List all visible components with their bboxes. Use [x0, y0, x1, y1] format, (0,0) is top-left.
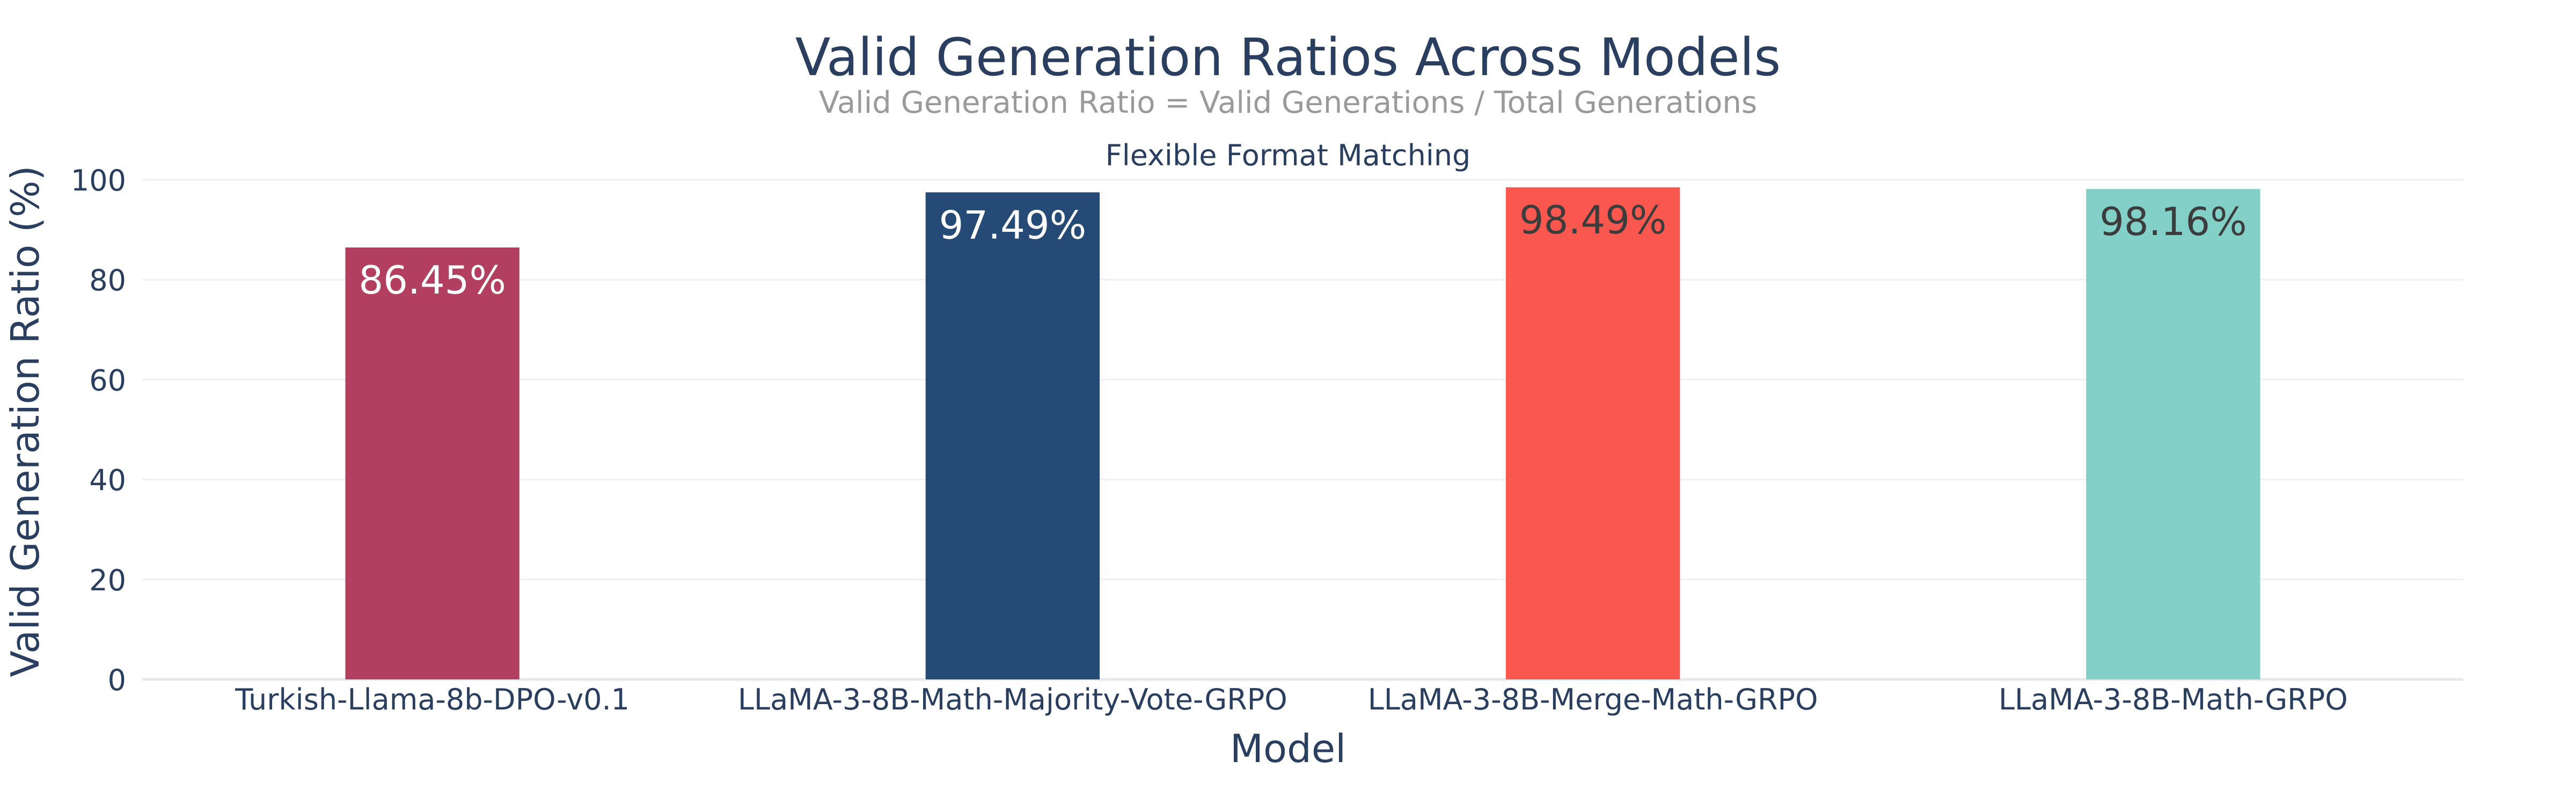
y-axis-ticks: 0 20 40 60 80 100: [71, 164, 126, 697]
grid-lines: [142, 179, 2463, 681]
bar-value-label: 98.49%: [1519, 197, 1667, 243]
y-tick-label: 0: [108, 663, 126, 697]
y-tick-label: 60: [89, 363, 126, 397]
x-axis-ticks: Turkish-Llama-8b-DPO-v0.1 LLaMA-3-8B-Math…: [235, 683, 2348, 716]
x-tick-label: LLaMA-3-8B-Merge-Math-GRPO: [1368, 683, 1818, 716]
x-tick-label: Turkish-Llama-8b-DPO-v0.1: [235, 683, 630, 716]
x-tick-label: LLaMA-3-8B-Math-GRPO: [1999, 683, 2348, 716]
y-tick-label: 20: [89, 564, 126, 597]
chart-title: Valid Generation Ratios Across Models: [795, 27, 1781, 87]
y-tick-label: 80: [89, 264, 126, 297]
bars: [345, 187, 2260, 680]
bar-value-label: 98.16%: [2099, 199, 2247, 244]
y-tick-label: 100: [71, 164, 126, 197]
bar-value-label: 97.49%: [939, 202, 1087, 247]
x-axis-label: Model: [1230, 726, 1346, 771]
bar: [925, 192, 1100, 679]
bar: [1505, 187, 1680, 679]
panel-title: Flexible Format Matching: [1106, 138, 1471, 172]
y-tick-label: 40: [89, 464, 126, 497]
bar-labels: 86.45% 97.49% 98.49% 98.16%: [358, 197, 2246, 303]
bar: [345, 247, 519, 679]
chart-subtitle: Valid Generation Ratio = Valid Generatio…: [819, 85, 1757, 120]
bar: [2086, 189, 2260, 680]
x-tick-label: LLaMA-3-8B-Math-Majority-Vote-GRPO: [738, 683, 1287, 716]
y-axis-label: Valid Generation Ratio (%): [3, 165, 48, 677]
bar-value-label: 86.45%: [358, 258, 506, 303]
